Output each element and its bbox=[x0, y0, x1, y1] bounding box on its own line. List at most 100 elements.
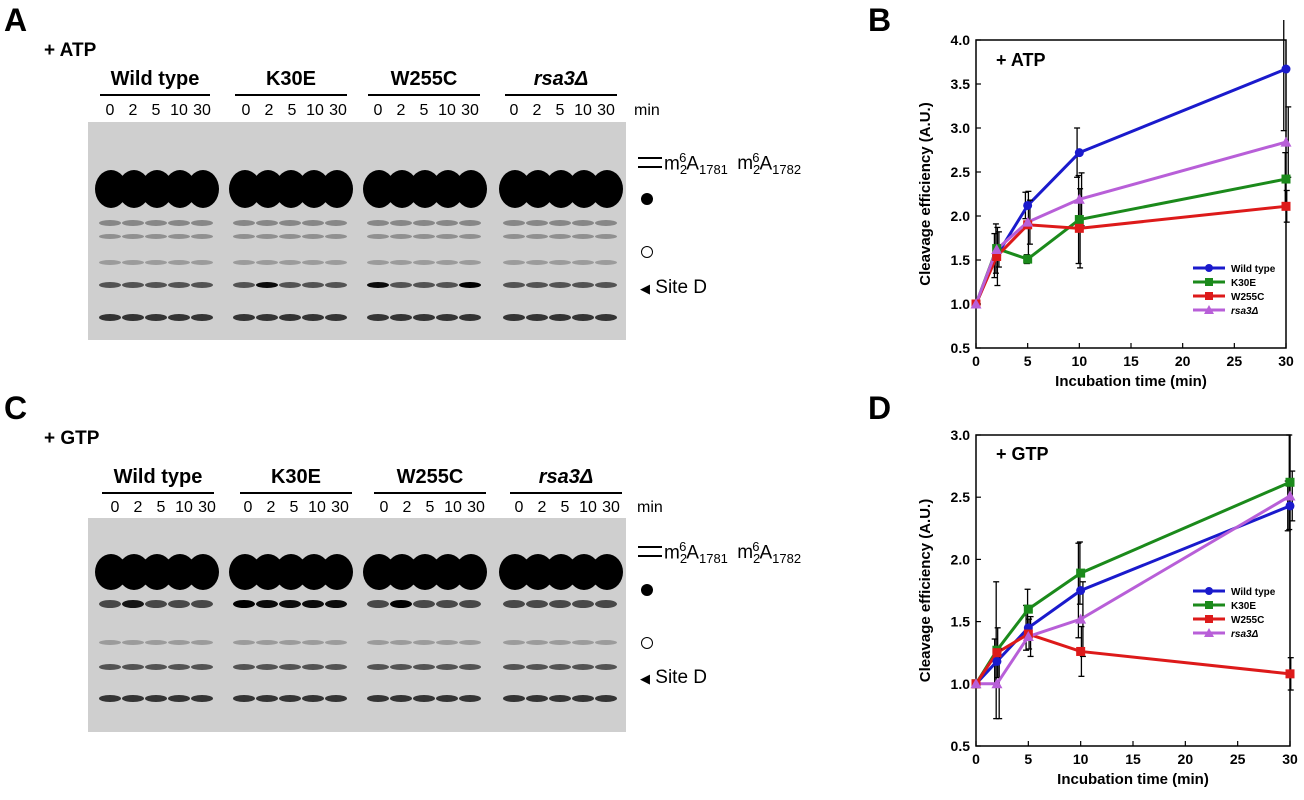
timepoint-label: 5 bbox=[156, 499, 166, 516]
data-point bbox=[1281, 201, 1291, 211]
panel-a-marker-line-2 bbox=[638, 166, 662, 168]
gel-minor-band bbox=[145, 282, 167, 288]
timepoint-label: 5 bbox=[151, 102, 161, 119]
x-tick-label: 25 bbox=[1227, 353, 1243, 369]
gel-minor-band bbox=[168, 664, 190, 670]
legend-label: rsa3Δ bbox=[1231, 306, 1259, 317]
gel-minor-band bbox=[459, 220, 481, 226]
x-tick-label: 30 bbox=[1278, 353, 1294, 369]
gel-minor-band bbox=[279, 220, 301, 226]
x-axis-label: Incubation time (min) bbox=[1057, 771, 1209, 788]
x-tick-label: 15 bbox=[1123, 353, 1139, 369]
gel-minor-band bbox=[99, 234, 121, 239]
data-point bbox=[1205, 278, 1213, 286]
timepoint-label: 2 bbox=[402, 499, 412, 516]
gel-minor-band bbox=[145, 664, 167, 670]
gel-minor-band bbox=[325, 234, 347, 239]
data-point bbox=[1075, 613, 1087, 624]
gel-minor-band bbox=[191, 314, 213, 321]
data-point bbox=[1076, 586, 1086, 595]
data-point bbox=[992, 656, 1002, 666]
gel-minor-band bbox=[191, 220, 213, 226]
gel-minor-band bbox=[549, 282, 571, 288]
series-line bbox=[974, 204, 1287, 305]
gel-minor-band bbox=[168, 695, 190, 702]
gel-minor-band bbox=[168, 220, 190, 226]
gel-main-band bbox=[591, 554, 623, 590]
gel-minor-band bbox=[390, 695, 412, 702]
gel-minor-band bbox=[572, 695, 594, 702]
gel-minor-band bbox=[367, 234, 389, 239]
panel-c-group-rsa3-line bbox=[510, 492, 622, 494]
timepoint-label: 10 bbox=[308, 499, 326, 516]
gel-minor-band bbox=[122, 600, 144, 608]
gel-minor-band bbox=[256, 664, 278, 670]
timepoint-label: 30 bbox=[329, 102, 347, 119]
gel-minor-band bbox=[256, 695, 278, 702]
y-tick-label: 0.5 bbox=[951, 340, 971, 356]
gel-minor-band bbox=[595, 664, 617, 670]
gel-minor-band bbox=[572, 282, 594, 288]
x-tick-label: 5 bbox=[1024, 751, 1032, 767]
y-tick-label: 3.5 bbox=[951, 76, 971, 92]
gel-minor-band bbox=[572, 600, 594, 608]
gel-minor-band bbox=[503, 695, 525, 702]
chart-d: 0 5 10 15 20 25 30 0.5 1.0 1.5 2.0 2.5 3.0 Incubation… bbox=[917, 427, 1298, 788]
data-point bbox=[1074, 223, 1084, 233]
panel-a-arrowhead-icon: ◀ bbox=[640, 281, 650, 296]
gel-minor-band bbox=[595, 220, 617, 226]
gel-minor-band bbox=[279, 640, 301, 645]
gel-minor-band bbox=[526, 234, 548, 239]
gel-minor-band bbox=[390, 664, 412, 670]
gel-minor-band bbox=[595, 234, 617, 239]
gel-minor-band bbox=[191, 695, 213, 702]
gel-minor-band bbox=[503, 282, 525, 288]
gel-minor-band bbox=[279, 282, 301, 288]
gel-minor-band bbox=[436, 640, 458, 645]
data-point bbox=[1076, 646, 1086, 656]
gel-minor-band bbox=[526, 220, 548, 226]
gel-minor-band bbox=[413, 234, 435, 239]
timepoint-label: 2 bbox=[133, 499, 143, 516]
gel-minor-band bbox=[233, 282, 255, 288]
timepoint-label: 2 bbox=[264, 102, 274, 119]
data-point bbox=[1281, 64, 1291, 74]
timepoint-label: 5 bbox=[560, 499, 570, 516]
gel-minor-band bbox=[390, 600, 412, 608]
panel-c-marker-line-1 bbox=[638, 546, 662, 548]
timepoint-label: 2 bbox=[537, 499, 547, 516]
timepoint-label: 30 bbox=[198, 499, 216, 516]
gel-minor-band bbox=[595, 314, 617, 321]
gel-minor-band bbox=[526, 314, 548, 321]
data-point bbox=[1284, 490, 1296, 501]
gel-minor-band bbox=[595, 640, 617, 645]
gel-minor-band bbox=[302, 695, 324, 702]
gel-minor-band bbox=[122, 282, 144, 288]
gel-minor-band bbox=[367, 260, 389, 265]
gel-minor-band bbox=[413, 640, 435, 645]
panel-c-group-wild-type: Wild type bbox=[113, 466, 203, 488]
gel-minor-band bbox=[145, 314, 167, 321]
data-point bbox=[992, 648, 1002, 658]
timepoint-label: 30 bbox=[467, 499, 485, 516]
gel-minor-band bbox=[256, 314, 278, 321]
gel-minor-band bbox=[168, 234, 190, 239]
gel-minor-band bbox=[367, 600, 389, 608]
y-tick-label: 0.5 bbox=[951, 738, 971, 754]
gel-main-band bbox=[455, 170, 487, 208]
gel-minor-band bbox=[436, 664, 458, 670]
gel-minor-band bbox=[279, 260, 301, 265]
y-tick-label: 2.0 bbox=[951, 208, 971, 224]
gel-minor-band bbox=[413, 260, 435, 265]
gel-minor-band bbox=[99, 695, 121, 702]
gel-minor-band bbox=[145, 260, 167, 265]
timepoint-label: 2 bbox=[128, 102, 138, 119]
gel-minor-band bbox=[256, 220, 278, 226]
timepoint-label: 2 bbox=[266, 499, 276, 516]
data-point bbox=[1204, 305, 1214, 314]
data-point bbox=[1023, 604, 1033, 614]
gel-minor-band bbox=[390, 220, 412, 226]
gel-minor-band bbox=[279, 314, 301, 321]
gel-minor-band bbox=[99, 640, 121, 645]
timepoint-label: 0 bbox=[514, 499, 524, 516]
